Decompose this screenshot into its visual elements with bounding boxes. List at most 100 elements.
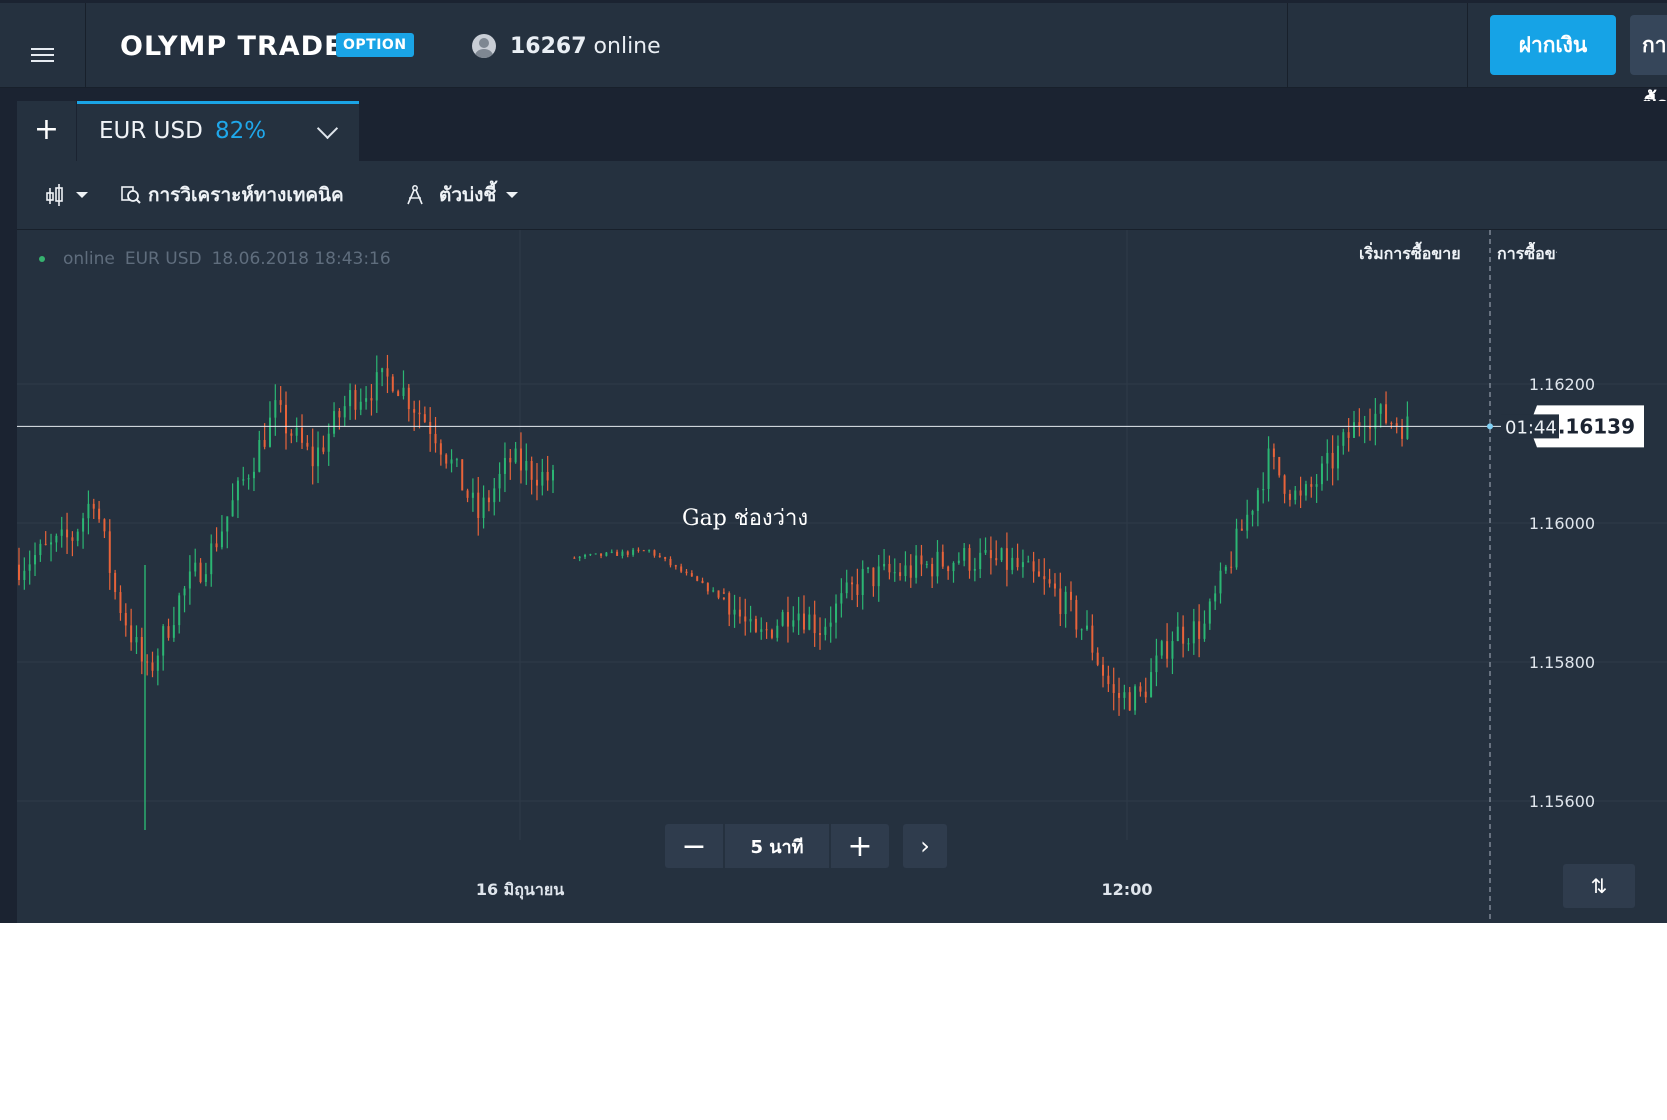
- gap-annotation: Gap ช่องว่าง: [682, 506, 809, 531]
- candle-body: [119, 592, 122, 614]
- candle-body: [1080, 629, 1083, 631]
- zoom-out-button[interactable]: −: [665, 824, 723, 868]
- add-asset-button[interactable]: +: [17, 101, 76, 161]
- candle-body: [872, 567, 875, 587]
- candle-body: [1198, 621, 1201, 639]
- candle-body: [317, 447, 320, 467]
- candle-body: [1011, 557, 1014, 570]
- candle-body: [386, 368, 389, 377]
- candle-body: [258, 440, 261, 472]
- technical-analysis-label: การวิเคราะห์ทางเทคนิค: [148, 184, 344, 206]
- candle-body: [1320, 463, 1323, 485]
- candle-body: [786, 612, 789, 627]
- deposit-button[interactable]: ฝากเงิน: [1490, 15, 1616, 75]
- technical-analysis-button[interactable]: การวิเคราะห์ทางเทคนิค: [120, 161, 344, 229]
- candle-body: [455, 459, 458, 461]
- candle-body: [856, 584, 859, 595]
- candle-body: [963, 548, 966, 561]
- candle-body: [178, 595, 181, 626]
- candle-body: [311, 446, 314, 467]
- candle-body: [989, 550, 992, 559]
- tab-eur-usd[interactable]: EUR USD 82%: [77, 101, 359, 161]
- candle-body: [327, 433, 330, 452]
- trading-button[interactable]: การซื้อขาย: [1630, 15, 1667, 177]
- candle-body: [899, 572, 902, 577]
- zoom-in-button[interactable]: +: [831, 824, 889, 868]
- chevron-down-icon[interactable]: [316, 117, 339, 140]
- candle-body: [124, 613, 127, 626]
- online-label: online: [593, 33, 661, 59]
- candle-body: [1053, 583, 1056, 589]
- price-chart[interactable]: 1.16200 1.16000 1.15800 1.15600 16 มิถุนายน 1…: [17, 230, 1667, 923]
- online-count: 16267: [510, 33, 587, 59]
- candle-body: [306, 442, 309, 447]
- candle-body: [642, 550, 645, 552]
- candle-body: [808, 614, 811, 630]
- candle-body: [1118, 692, 1121, 698]
- collapse-icon[interactable]: ⇅: [1563, 864, 1635, 908]
- candle-body: [365, 398, 368, 402]
- x-tick-label: 16 มิถุนายน: [476, 880, 564, 900]
- candle-body: [931, 563, 934, 577]
- candle-body: [867, 567, 870, 569]
- timeframe-value[interactable]: 5 นาที: [725, 824, 829, 868]
- chart-area[interactable]: 1.16200 1.16000 1.15800 1.15600 16 มิถุนายน 1…: [17, 230, 1667, 923]
- candle-body: [1358, 422, 1361, 427]
- candle-body: [381, 368, 384, 373]
- candle-body: [835, 603, 838, 623]
- candle-body: [397, 391, 400, 396]
- candle-body: [824, 626, 827, 635]
- candle-body: [413, 409, 416, 413]
- current-price-label: 1.16139: [1544, 414, 1635, 438]
- candle-body: [263, 440, 266, 447]
- candle-body: [439, 443, 442, 455]
- candle-body: [690, 573, 693, 577]
- candle-body: [765, 629, 768, 631]
- candle-body: [509, 457, 512, 463]
- candle-body: [1304, 484, 1307, 496]
- candle-body: [733, 609, 736, 615]
- candle-body: [423, 414, 426, 422]
- candle-body: [610, 551, 613, 553]
- indicators-dropdown[interactable]: ตัวบ่งชี้: [405, 161, 519, 229]
- candle-body: [995, 558, 998, 561]
- candle-body: [1251, 510, 1254, 515]
- candle-body: [685, 571, 688, 574]
- candle-body: [450, 459, 453, 464]
- app-window: OLYMP TRADE OPTION 16267 online ฝากเงิน …: [0, 0, 1667, 923]
- candle-body: [108, 531, 111, 573]
- candle-body: [1406, 416, 1409, 439]
- compass-icon: [407, 185, 423, 205]
- candle-body: [797, 613, 800, 621]
- candle-body: [1155, 655, 1158, 673]
- chart-type-dropdown[interactable]: [44, 161, 88, 229]
- candle-body: [130, 625, 133, 643]
- candle-body: [535, 479, 538, 486]
- candle-body: [1288, 493, 1291, 500]
- scroll-next-button[interactable]: ›: [903, 824, 947, 868]
- candle-body: [498, 473, 501, 489]
- candle-body: [76, 531, 79, 541]
- candle-body: [236, 480, 239, 501]
- candle-body: [1390, 422, 1393, 424]
- candle-body: [637, 549, 640, 551]
- candle-body: [1267, 448, 1270, 490]
- candle-body: [829, 622, 832, 627]
- menu-button[interactable]: [0, 3, 86, 87]
- candle-body: [893, 572, 896, 574]
- y-tick-label: 1.15800: [1529, 653, 1595, 672]
- candle-body: [519, 448, 522, 471]
- candle-body: [1005, 548, 1008, 570]
- candle-body: [1075, 599, 1078, 630]
- candle-body: [1214, 593, 1217, 602]
- candle-body: [349, 390, 352, 407]
- candle-body: [1086, 625, 1088, 630]
- candle-body: [605, 552, 608, 556]
- candle-body: [728, 593, 731, 615]
- candle-body: [1144, 691, 1147, 698]
- candle-body: [167, 626, 170, 638]
- candle-body: [477, 492, 480, 518]
- candle-body: [445, 454, 448, 464]
- candle-body: [402, 387, 405, 396]
- candle-body: [1342, 432, 1345, 446]
